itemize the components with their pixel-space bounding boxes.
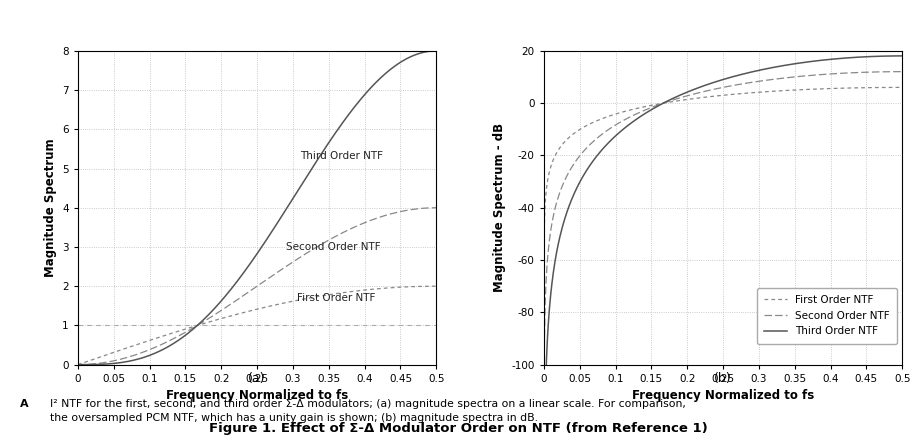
- First Order NTF: [821, 86, 832, 91]
- Legend: First Order NTF, Second Order NTF, Third Order NTF: First Order NTF, Second Order NTF, Third…: [757, 288, 897, 344]
- Second Order NTF: [713, 86, 724, 91]
- First Order NTF: [897, 85, 908, 90]
- Third Order NTF: [703, 81, 714, 87]
- Y-axis label: Magnitude Spectrum - dB: Magnitude Spectrum - dB: [493, 123, 506, 292]
- Text: I² NTF for the first, second, and third order Σ-Δ modulators; (a) magnitude spec: I² NTF for the first, second, and third …: [50, 399, 686, 409]
- Text: Second Order NTF: Second Order NTF: [286, 242, 380, 252]
- Third Order NTF: [897, 53, 908, 58]
- Third Order NTF: [821, 57, 832, 62]
- Third Order NTF: [887, 53, 898, 59]
- X-axis label: Frequency Normalized to fs: Frequency Normalized to fs: [166, 389, 348, 402]
- Line: Third Order NTF: Third Order NTF: [544, 56, 902, 442]
- Y-axis label: Magnitude Spectrum: Magnitude Spectrum: [44, 138, 57, 277]
- First Order NTF: [703, 94, 714, 99]
- Second Order NTF: [821, 72, 832, 77]
- Second Order NTF: [886, 69, 897, 74]
- Third Order NTF: [713, 78, 724, 84]
- Text: Third Order NTF: Third Order NTF: [300, 151, 383, 161]
- First Order NTF: [887, 85, 898, 90]
- Second Order NTF: [887, 69, 898, 74]
- X-axis label: Frequency Normalized to fs: Frequency Normalized to fs: [632, 389, 814, 402]
- Second Order NTF: [557, 184, 568, 189]
- Text: the oversampled PCM NTF, which has a unity gain is shown; (b) magnitude spectra : the oversampled PCM NTF, which has a uni…: [50, 413, 539, 423]
- First Order NTF: [557, 142, 568, 147]
- First Order NTF: [886, 85, 897, 90]
- First Order NTF: [713, 93, 724, 99]
- Text: First Order NTF: First Order NTF: [297, 293, 375, 303]
- Third Order NTF: [557, 225, 568, 231]
- Second Order NTF: [897, 69, 908, 74]
- Line: First Order NTF: First Order NTF: [544, 88, 902, 442]
- Third Order NTF: [886, 53, 897, 59]
- Text: (b): (b): [714, 372, 732, 385]
- Text: Figure 1. Effect of Σ-Δ Modulator Order on NTF (from Reference 1): Figure 1. Effect of Σ-Δ Modulator Order …: [209, 423, 707, 435]
- Second Order NTF: [703, 88, 714, 93]
- Text: A: A: [20, 399, 28, 409]
- Line: Second Order NTF: Second Order NTF: [544, 72, 902, 442]
- Text: (a): (a): [248, 372, 266, 385]
